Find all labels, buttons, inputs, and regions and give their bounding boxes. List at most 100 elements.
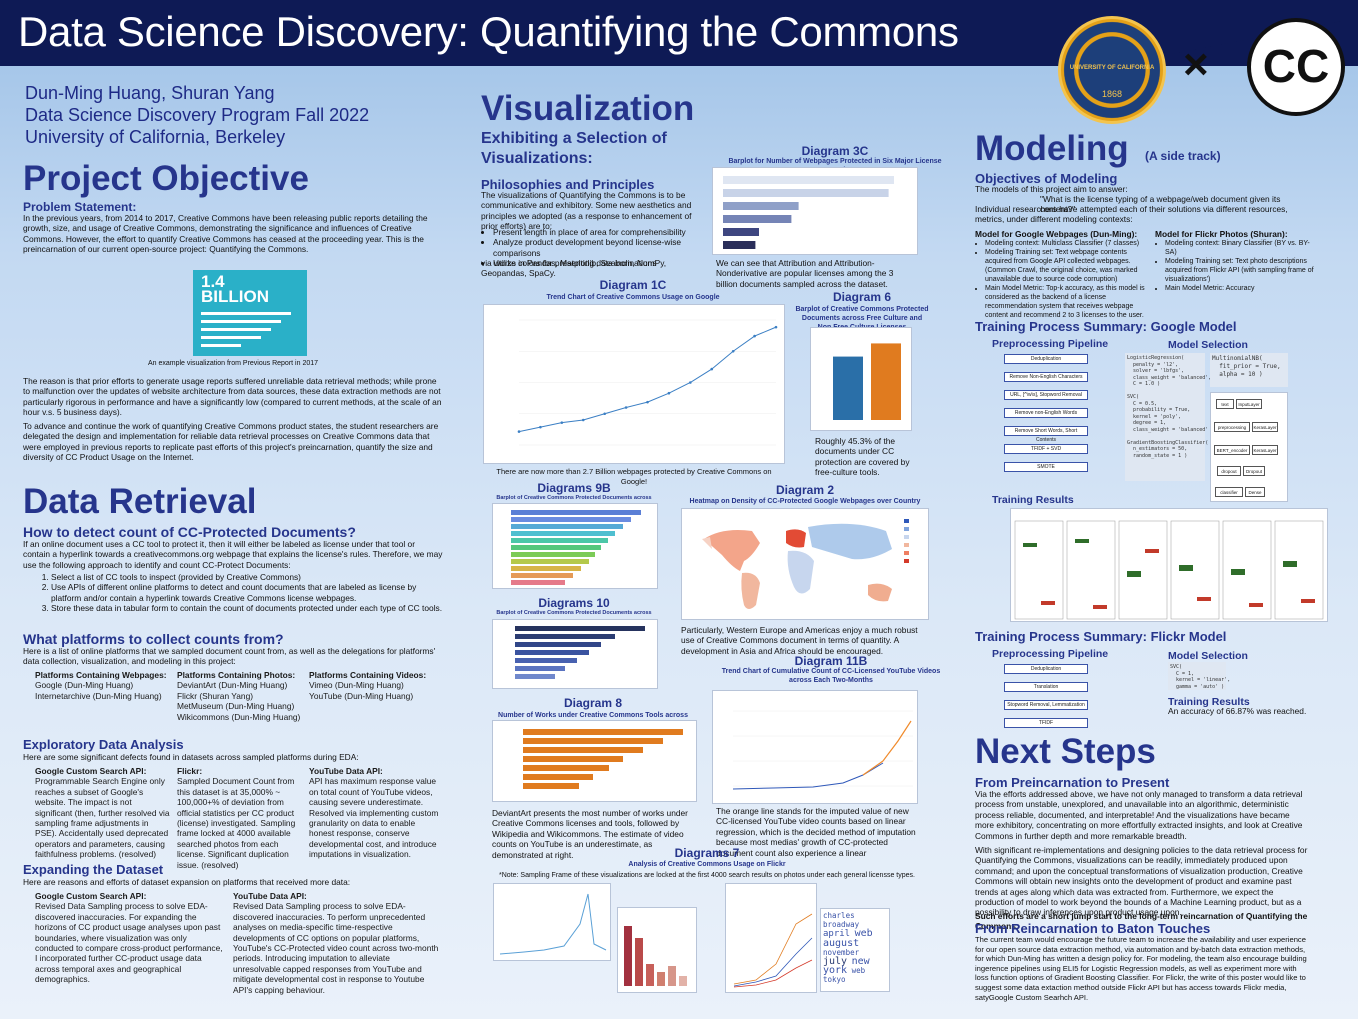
code-line: probability = True, [1127,407,1191,413]
list-item: Modeling Training set: Text webpage cont… [985,248,1153,284]
nn-node: Dense [1245,487,1265,497]
boxplot-boxes [1023,539,1315,609]
point-5 [624,406,628,409]
objective-para2: The reason is that prior efforts to gene… [23,376,442,418]
point-8 [689,381,692,384]
flickr-accuracy: An accuracy of 66.87% was reached. [1168,706,1307,716]
language-bars [515,626,645,679]
exp-youtube: YouTube Data API: Revised Data Sampling … [233,891,439,995]
train-google-heading: Training Process Summary: Google Model [975,319,1237,334]
expanding-heading: Expanding the Dataset [23,862,164,877]
nn-node: KerasLayer [1252,445,1278,455]
boxplot-panels [1014,520,1324,620]
bar-0 [723,176,894,184]
code-line: n_estimators = 50, [1127,446,1188,452]
point-3 [581,418,585,422]
bar-3 [723,215,792,223]
author-names: Dun-Ming Huang, Shuran Yang [25,83,275,103]
platforms-webpages: Platforms Containing Webpages: Google (D… [35,670,175,701]
model-code-nb: MultinomialNB( fit_prior = True, alpha =… [1210,353,1288,387]
nn-node: BERT_encoder [1214,445,1250,455]
d9b-title: Diagrams 9B [537,481,611,495]
word: tokyo [823,975,846,984]
code-line: alpha = 10 ) [1212,371,1263,378]
nn-node: classifier [1215,487,1243,497]
creative-commons-logo-icon: CC [1247,18,1345,116]
flickr-bars [624,926,687,986]
eda-body: API has maximum response value on total … [309,776,439,860]
code-line: C = 1.0 ) [1127,381,1161,387]
list-item: Flickr (Shuran Yang) [177,690,254,701]
viz-heading: Visualization [481,89,695,128]
d3c-title: Diagram 3C [801,144,869,158]
bar-1 [871,343,901,420]
pipeline-step: TFIDF + SVD [1004,444,1088,454]
steps-list: Select a list of CC tools to inspect (pr… [23,572,443,614]
code-line: random_state = 1 ) [1127,452,1188,459]
word: november [823,948,860,957]
d2-caption: Particularly, Western Europe and America… [681,625,918,656]
eda-head: YouTube Data API: [309,766,383,776]
list-item: MetMuseum (Dun-Ming Huang) [177,701,295,712]
list-item: Modeling context: Binary Classifier (BY … [1165,239,1315,257]
eda-google: Google Custom Search API: Programmable S… [35,766,171,860]
point-11 [753,334,756,338]
nn-node: text [1216,399,1234,409]
pipeline-step: Stopword Removal, Lemmatization [1004,700,1088,710]
next-p2: With significant re-implementations and … [975,845,1308,918]
q1-text: If an online document uses a CC tool to … [23,539,443,570]
q1-heading: How to detect count of CC-Protected Docu… [23,524,356,540]
viz-subtitle: Exhibiting a Selection of Visualizations… [481,130,667,167]
d8-caption: DeviantArt presents the most number of w… [492,808,688,860]
diagram-11b-chart [712,690,918,804]
nn-node: InputLayer [1236,399,1262,409]
exp-body: Revised Data Sampling process to solve E… [35,901,223,985]
d11b-title: Diagram 11B [794,654,868,668]
point-0 [517,430,521,433]
diagram-7-wordcloud: charles broadway april web august novemb… [820,908,890,992]
model-code-google: LogisticRegression( penalty = 'l2', solv… [1125,353,1214,481]
flickr-trend-line [499,893,607,955]
nn-node: KerasLayer [1252,422,1278,432]
next-bold: Such efforts are a short jump start to t… [975,911,1308,932]
code-line: class_weight = 'balanced' ) [1127,426,1215,433]
mod-objectives-heading: Objectives of Modeling [975,171,1118,186]
pipeline-step: Deduplication [1004,354,1088,364]
code-line: C = 0.5, [1127,400,1158,407]
platform-bars [523,729,683,789]
phil-tail: via works in Pandas, Matplotlib, Seaborn… [481,258,667,279]
pipeline-step: Remove Non-English Characters [1004,372,1088,382]
objective-para3: To advance and continue the work of quan… [23,421,439,463]
code-line: solver = 'lbfgs', [1127,368,1185,374]
code-line: penalty = 'l2', [1127,361,1179,368]
list-item: YouTube (Dun-Ming Huang) [309,690,414,701]
diagram-7-bar-chart [617,907,697,993]
yearly-line-b [733,937,813,987]
list-item: Present length in place of area for comp… [493,227,703,237]
billion-figure: 1.4 BILLION [193,270,307,356]
list-item: Main Model Metric: Top-k accuracy, as th… [985,284,1153,320]
d10-title: Diagrams 10 [538,596,610,610]
google-model-head: Model for Google Webpages (Dun-Ming): [975,229,1138,239]
exp-google: Google Custom Search API: Revised Data S… [35,891,225,985]
list-item: Use APIs of different online platforms t… [51,582,443,603]
code-line: degree = 1, [1127,420,1167,426]
code-line: fit_prior = True, [1212,363,1281,370]
list-item: DeviantArt (Dun-Ming Huang) [177,680,288,691]
d1c-subtitle: Trend Chart of Creative Commons Usage on… [546,294,720,301]
list-item: Modeling Training set: Text photo descri… [1165,257,1315,284]
problem-text: In the previous years, from 2014 to 2017… [23,213,428,255]
word: august [823,938,860,949]
map-legend [904,519,909,563]
platform-head: Platforms Containing Videos: [309,670,427,680]
eda-head: Flickr: [177,766,203,776]
point-2 [560,421,564,424]
mod-obj-text2: Individual researchers have attempted ea… [975,204,1288,225]
point-7 [667,391,671,395]
modeling-side-note: (A side track) [1145,149,1221,163]
phil-list: Present length in place of area for comp… [481,227,703,269]
point-1 [539,425,542,429]
bar-4 [723,228,759,236]
diagram-6-chart [810,327,912,431]
word: broadway [823,920,860,929]
